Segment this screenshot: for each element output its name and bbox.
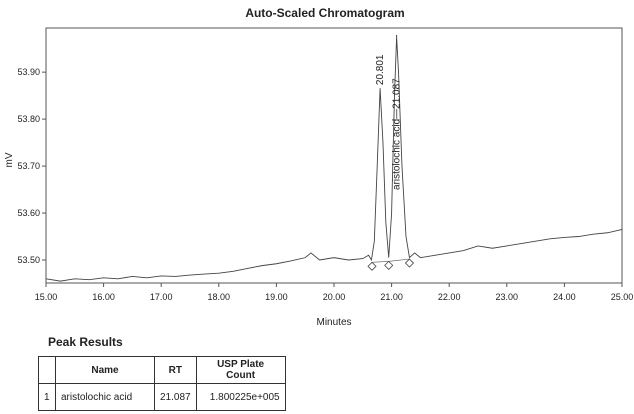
x-tick-label: 21.00	[380, 292, 403, 302]
baseline-marker	[404, 258, 415, 268]
baseline-line	[371, 258, 410, 263]
x-tick-label: 22.00	[438, 292, 461, 302]
plot-frame	[45, 27, 623, 284]
x-tick-label: 23.00	[496, 292, 519, 302]
chromatogram-chart: Auto-Scaled Chromatogram mV Minutes 15.0…	[4, 6, 634, 328]
x-tick-label: 20.00	[323, 292, 346, 302]
x-tick-label: 18.00	[208, 292, 231, 302]
x-tick-label: 25.00	[611, 292, 634, 302]
x-tick-label: 19.00	[265, 292, 288, 302]
chart-title: Auto-Scaled Chromatogram	[245, 6, 404, 20]
peak-results-table: Name RT USP Plate Count 1 aristolochic a…	[38, 356, 286, 411]
baseline-marker	[384, 260, 394, 270]
header-index	[38, 356, 56, 384]
y-tick-label: 53.60	[17, 208, 40, 218]
table-header-row: Name RT USP Plate Count	[38, 356, 286, 384]
y-tick-label: 53.80	[17, 114, 40, 124]
table-row: 1 aristolochic acid 21.087 1.800225e+005	[38, 383, 286, 411]
trace-line	[45, 36, 623, 282]
peak-results-title: Peak Results	[48, 335, 123, 349]
y-tick-label: 53.70	[17, 161, 40, 171]
x-tick-label: 17.00	[150, 292, 173, 302]
header-plate-count: USP Plate Count	[195, 356, 286, 384]
header-rt: RT	[154, 356, 197, 384]
x-tick-label: 15.00	[35, 292, 58, 302]
x-tick-label: 24.00	[553, 292, 576, 302]
y-tick-label: 53.90	[17, 67, 40, 77]
peak-label: aristolochic acid—21.087	[392, 78, 403, 190]
x-tick-label: 16.00	[92, 292, 115, 302]
cell-index: 1	[38, 383, 56, 411]
cell-rt: 21.087	[154, 383, 197, 411]
cell-plate-count: 1.800225e+005	[195, 383, 286, 411]
header-name: Name	[55, 356, 155, 384]
y-axis-label: mV	[4, 152, 15, 167]
baseline-marker	[367, 261, 377, 271]
y-tick-label: 53.50	[17, 255, 40, 265]
x-axis-label: Minutes	[316, 317, 351, 328]
cell-name: aristolochic acid	[55, 383, 155, 411]
peak-label: 20.801	[375, 54, 386, 85]
